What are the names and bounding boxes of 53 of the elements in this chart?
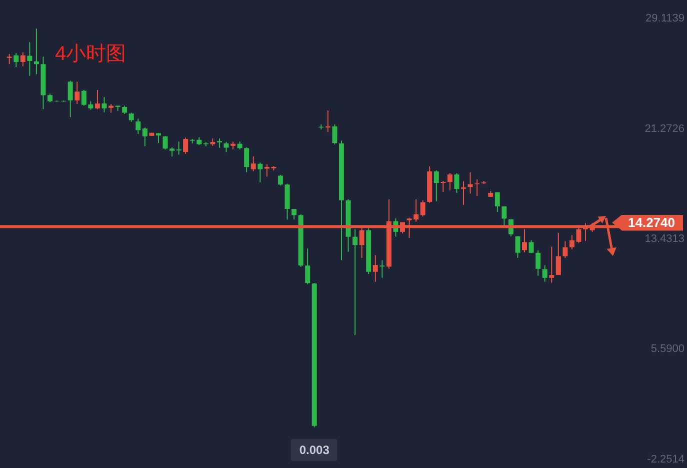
candlestick [27, 42, 32, 76]
candlestick [468, 172, 473, 194]
candlestick [156, 132, 161, 144]
candlestick [183, 137, 188, 154]
annotation: 0.003 [291, 439, 338, 462]
candlestick [454, 172, 460, 194]
y-tick-label: 5.5900 [650, 343, 684, 356]
text: 4小时图 [55, 42, 126, 67]
y-tick-label: 13.4313 [644, 232, 684, 245]
y-tick-label: 21.2726 [644, 122, 684, 135]
candlestick [34, 28, 39, 75]
candlestick [224, 141, 229, 153]
candlestick [6, 53, 12, 65]
candlestick [136, 118, 141, 135]
candlestick [142, 127, 148, 147]
candlestick [549, 246, 554, 284]
candlestick [542, 264, 548, 282]
candlestick [68, 80, 73, 118]
candlestick [94, 89, 100, 110]
ref-line-label: 14.2740 [612, 214, 683, 231]
candlestick [461, 180, 466, 206]
candlestick [434, 170, 439, 202]
candlestick [250, 156, 256, 172]
candlestick [305, 248, 310, 285]
candlestick [20, 52, 26, 67]
candlestick [447, 172, 452, 191]
candlestick [278, 174, 283, 186]
candlestick [420, 200, 426, 217]
y-tick-label: 29.1139 [646, 12, 684, 25]
candlestick [536, 250, 541, 276]
candlestick [128, 112, 134, 122]
candlestick [14, 52, 19, 68]
candlestick [102, 96, 107, 113]
candlestick [244, 146, 250, 173]
candlestick [74, 81, 80, 104]
candlestick [258, 162, 263, 183]
y-tick-label: -2.2514 [647, 453, 684, 466]
candlestick [515, 236, 520, 258]
candlestick [556, 232, 561, 276]
candlestick [325, 110, 330, 133]
candlestick [372, 254, 378, 282]
candlestick [176, 141, 182, 156]
candlestick [440, 180, 446, 192]
candlestick [352, 228, 358, 336]
candlestick [528, 240, 534, 254]
candlestick [502, 206, 507, 227]
candlestick [170, 146, 175, 157]
candlestick [494, 192, 500, 212]
candlestick [380, 260, 385, 278]
candlestick [162, 136, 168, 150]
candlestick [216, 138, 222, 148]
candlestick [562, 240, 568, 258]
candlestick [332, 124, 338, 145]
